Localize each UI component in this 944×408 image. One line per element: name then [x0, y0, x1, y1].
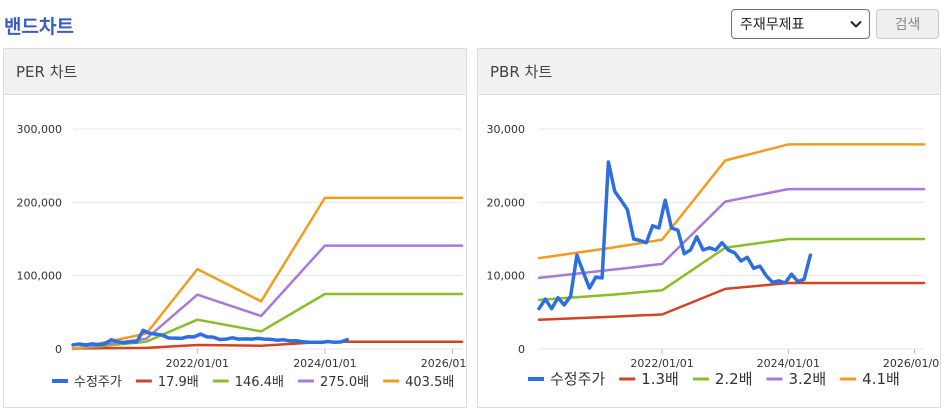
legend-label: 403.5배	[405, 375, 454, 390]
legend-label: 2.2배	[715, 370, 753, 388]
legend-label: 1.3배	[641, 370, 679, 388]
statement-type-select[interactable]: 주재무제표	[731, 9, 870, 39]
series-line-4.1배	[537, 143, 926, 260]
series-line-수정주가	[537, 160, 813, 311]
y-tick-label: 0	[55, 343, 62, 356]
series-line-3.2배	[537, 187, 926, 280]
pbr-chart-panel: PBR 차트 0 10,000 20,000 30,000 2022/01/01 2024…	[477, 48, 941, 408]
legend-label: 수정주가	[74, 375, 122, 390]
x-tick-label: 2026/01/01	[883, 357, 940, 370]
legend-label: 수정주가	[550, 370, 605, 388]
series-line-17.9배	[71, 340, 464, 350]
pbr-chart-title: PBR 차트	[490, 63, 553, 81]
legend-label: 4.1배	[862, 370, 900, 388]
series-line-275.0배	[71, 244, 464, 351]
x-tick-label: 2024/01/01	[293, 357, 356, 370]
legend-label: 146.4배	[235, 375, 284, 390]
page-title: 밴드차트	[4, 16, 74, 38]
statement-type-value: 주재무제표	[740, 17, 805, 33]
y-tick-label: 0	[518, 343, 525, 356]
legend-label: 275.0배	[320, 375, 369, 390]
x-tick-label: 2024/01/01	[757, 357, 820, 370]
y-tick-label: 100,000	[17, 270, 63, 283]
pbr-chart: 0 10,000 20,000 30,000 2022/01/01 2024/01/01 2…	[487, 123, 941, 388]
per-chart: 0 100,000 200,000 300,000 2022/01/01 2024/01/…	[17, 123, 467, 390]
y-tick-label: 10,000	[487, 270, 526, 283]
x-tick-label: 2022/01/01	[166, 357, 229, 370]
y-tick-label: 30,000	[487, 123, 526, 136]
series-line-수정주가	[71, 328, 349, 347]
x-tick-label: 2022/01/01	[630, 357, 693, 370]
y-tick-label: 300,000	[17, 123, 63, 136]
per-chart-header: PER 차트	[4, 49, 466, 95]
legend-label: 3.2배	[789, 370, 827, 388]
series-line-403.5배	[71, 196, 464, 351]
series-line-2.2배	[537, 237, 926, 302]
per-chart-title: PER 차트	[16, 63, 78, 81]
series-line-1.3배	[537, 281, 926, 321]
y-tick-label: 200,000	[17, 196, 63, 209]
chevron-down-icon	[850, 20, 862, 28]
per-chart-panel: PER 차트 0 100,000 200,000 300,000 2022/01/01 2…	[3, 48, 467, 408]
x-tick-label: 2026/01/01	[421, 357, 466, 370]
pbr-chart-header: PBR 차트	[478, 49, 940, 95]
legend-label: 17.9배	[158, 375, 199, 390]
search-button[interactable]: 검색	[876, 9, 939, 39]
y-tick-label: 20,000	[487, 196, 526, 209]
